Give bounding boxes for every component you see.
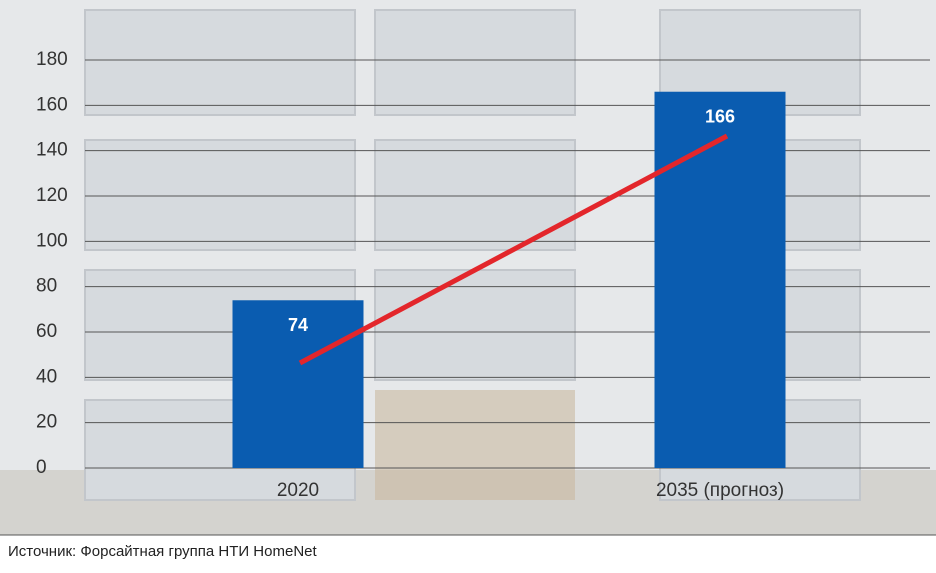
trend-line [298,133,729,366]
x-tick-label: 2020 [277,480,319,501]
y-tick-label: 40 [36,366,57,387]
value-label: 166 [705,106,735,126]
y-tick-label: 120 [36,185,68,206]
y-tick-label: 80 [36,276,57,297]
y-tick-label: 100 [36,230,68,251]
y-tick-label: 60 [36,321,57,342]
bar [232,300,364,468]
background-photo [0,0,936,536]
labels: 0 20 40 60 80 100 120 140 160 180 74 2020 166 2035 (п… [36,49,784,501]
y-tick-label: 0 [36,457,47,478]
y-tick-label: 140 [36,140,68,161]
y-tick-label: 20 [36,412,57,433]
grid [85,59,930,469]
bar [654,91,786,468]
value-label: 74 [288,315,308,335]
source: Источник: Форсайтная группа НТИ HomeNet [8,543,317,560]
x-tick-label: 2035 (прогноз) [656,480,784,501]
bars [232,91,786,468]
y-tick-label: 180 [36,49,68,70]
y-tick-label: 160 [36,94,68,115]
